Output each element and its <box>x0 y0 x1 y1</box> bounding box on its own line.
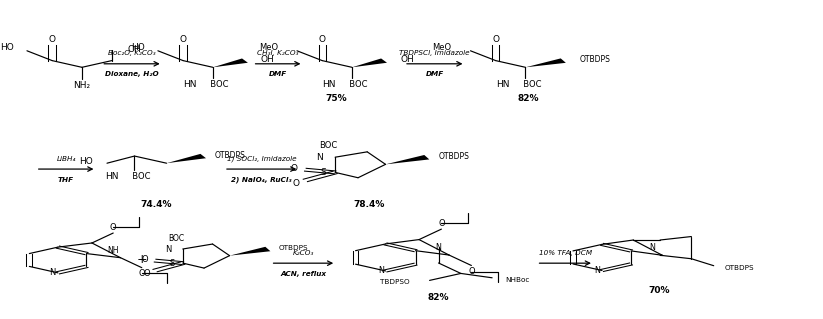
Text: BOC: BOC <box>128 172 150 181</box>
Text: BOC: BOC <box>518 80 541 89</box>
Text: O: O <box>142 255 148 264</box>
Text: NH₂: NH₂ <box>73 81 91 90</box>
Text: OH: OH <box>400 55 414 64</box>
Text: N: N <box>165 244 171 254</box>
Text: BOC: BOC <box>345 80 368 89</box>
Text: 10% TFA, DCM: 10% TFA, DCM <box>539 250 592 256</box>
Text: HO: HO <box>132 43 146 52</box>
Text: OTBDPS: OTBDPS <box>438 152 469 161</box>
Text: Dioxane, H₂O: Dioxane, H₂O <box>105 71 159 77</box>
Text: 82%: 82% <box>428 293 449 302</box>
Text: HN: HN <box>323 80 336 89</box>
Text: BOC: BOC <box>169 234 184 243</box>
Text: OTBDPS: OTBDPS <box>579 55 610 64</box>
Text: OH: OH <box>261 55 275 64</box>
Text: O: O <box>49 35 56 44</box>
Text: 1) SOCl₂, Imidazole: 1) SOCl₂, Imidazole <box>227 155 296 162</box>
Text: N: N <box>435 243 441 252</box>
Text: MeO: MeO <box>432 43 451 52</box>
Polygon shape <box>230 247 271 256</box>
Polygon shape <box>352 58 387 67</box>
Text: S: S <box>321 168 327 177</box>
Text: 75%: 75% <box>325 94 347 103</box>
Text: ACN, reflux: ACN, reflux <box>281 271 327 277</box>
Text: K₂CO₃: K₂CO₃ <box>293 250 314 256</box>
Text: 2) NaIO₄, RuCl₃: 2) NaIO₄, RuCl₃ <box>231 176 292 183</box>
Text: +: + <box>137 254 147 266</box>
Text: HN: HN <box>184 80 197 89</box>
Text: N: N <box>594 266 601 275</box>
Text: O: O <box>438 219 444 227</box>
Text: HN: HN <box>496 80 509 89</box>
Text: O: O <box>179 35 187 44</box>
Text: 70%: 70% <box>649 286 670 295</box>
Text: N: N <box>649 243 655 252</box>
Text: NHBoc: NHBoc <box>505 277 530 283</box>
Text: HN: HN <box>105 172 119 181</box>
Text: TBDPSO: TBDPSO <box>380 279 410 285</box>
Text: THF: THF <box>58 177 74 182</box>
Text: O: O <box>110 223 117 232</box>
Text: OTBDPS: OTBDPS <box>215 151 245 160</box>
Text: N: N <box>378 266 384 275</box>
Text: O: O <box>468 267 475 276</box>
Text: OTBDPS: OTBDPS <box>725 265 755 271</box>
Polygon shape <box>166 154 206 163</box>
Polygon shape <box>525 58 566 67</box>
Text: DMF: DMF <box>425 71 444 77</box>
Text: Boc₂O, K₂CO₃: Boc₂O, K₂CO₃ <box>108 50 156 56</box>
Text: N: N <box>49 268 56 277</box>
Text: DMF: DMF <box>269 71 287 77</box>
Polygon shape <box>385 155 430 164</box>
Text: O: O <box>138 269 145 278</box>
Text: 82%: 82% <box>518 94 539 103</box>
Polygon shape <box>213 58 248 67</box>
Text: O: O <box>492 35 500 44</box>
Text: O: O <box>319 35 326 44</box>
Text: CH₃I, K₂CO₃: CH₃I, K₂CO₃ <box>258 50 299 56</box>
Text: TBDPSCl, Imidazole: TBDPSCl, Imidazole <box>399 50 470 56</box>
Text: BOC: BOC <box>319 141 337 150</box>
Text: O: O <box>293 179 300 188</box>
Text: NH: NH <box>107 246 119 255</box>
Text: O: O <box>143 269 150 278</box>
Text: BOC: BOC <box>206 80 229 89</box>
Text: S: S <box>170 259 174 268</box>
Text: HO: HO <box>80 157 93 166</box>
Text: MeO: MeO <box>258 43 278 52</box>
Text: HO: HO <box>1 43 14 52</box>
Text: OTBDPS: OTBDPS <box>278 245 308 251</box>
Text: 74.4%: 74.4% <box>141 200 172 209</box>
Text: N: N <box>316 153 323 162</box>
Text: LiBH₄: LiBH₄ <box>57 156 76 161</box>
Text: 78.4%: 78.4% <box>353 200 384 209</box>
Text: OH: OH <box>128 45 142 55</box>
Text: O: O <box>291 164 297 173</box>
